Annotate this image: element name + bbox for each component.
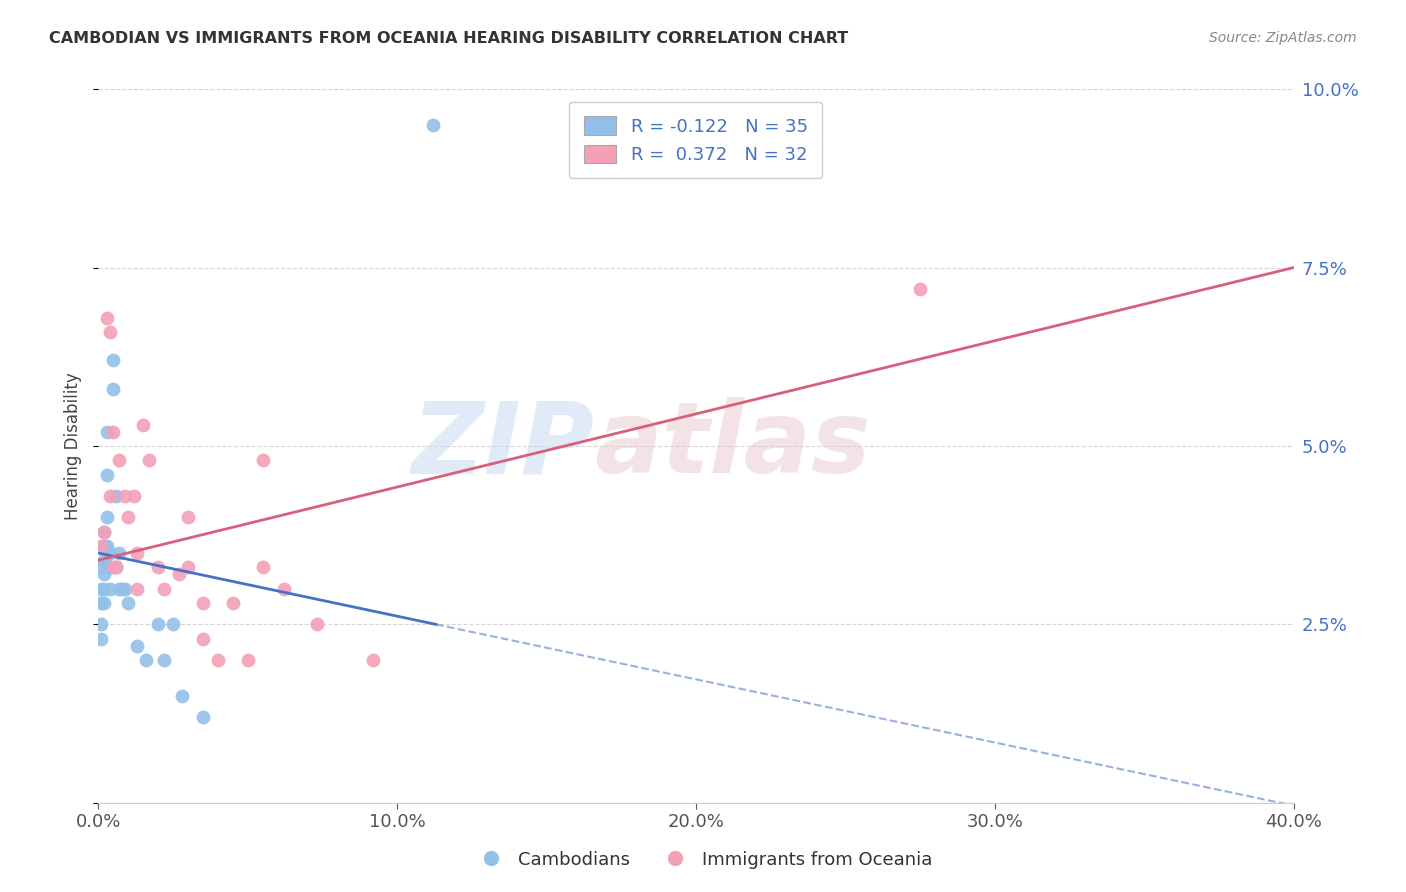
Point	[132, 417, 155, 432]
Point	[93, 553, 115, 567]
Point	[167, 567, 190, 582]
Point	[153, 582, 176, 596]
Point	[207, 653, 229, 667]
Point	[96, 539, 118, 553]
Point	[103, 425, 125, 439]
Point	[422, 118, 444, 132]
Point	[153, 653, 176, 667]
Point	[108, 546, 131, 560]
Point	[117, 510, 139, 524]
Point	[162, 617, 184, 632]
Point	[177, 510, 200, 524]
Point	[96, 467, 118, 482]
Point	[90, 632, 112, 646]
Text: CAMBODIAN VS IMMIGRANTS FROM OCEANIA HEARING DISABILITY CORRELATION CHART: CAMBODIAN VS IMMIGRANTS FROM OCEANIA HEA…	[49, 31, 848, 46]
Point	[127, 546, 149, 560]
Point	[90, 539, 112, 553]
Point	[114, 582, 136, 596]
Point	[114, 489, 136, 503]
Point	[98, 325, 122, 339]
Point	[305, 617, 328, 632]
Point	[124, 489, 146, 503]
Point	[96, 310, 118, 325]
Point	[98, 582, 122, 596]
Point	[117, 596, 139, 610]
Point	[105, 560, 128, 574]
Point	[236, 653, 259, 667]
Point	[191, 710, 214, 724]
Point	[191, 632, 214, 646]
Point	[96, 425, 118, 439]
Point	[908, 282, 931, 296]
Point	[127, 639, 149, 653]
Point	[148, 560, 170, 574]
Point	[363, 653, 385, 667]
Point	[103, 353, 125, 368]
Point	[93, 524, 115, 539]
Point	[90, 582, 112, 596]
Point	[252, 453, 274, 467]
Point	[177, 560, 200, 574]
Point	[148, 617, 170, 632]
Point	[98, 489, 122, 503]
Point	[96, 510, 118, 524]
Point	[103, 560, 125, 574]
Y-axis label: Hearing Disability: Hearing Disability	[65, 372, 83, 520]
Legend: Cambodians, Immigrants from Oceania: Cambodians, Immigrants from Oceania	[465, 844, 941, 876]
Point	[93, 524, 115, 539]
Point	[90, 617, 112, 632]
Point	[135, 653, 157, 667]
Point	[105, 560, 128, 574]
Point	[103, 382, 125, 396]
Point	[138, 453, 160, 467]
Point	[98, 560, 122, 574]
Point	[90, 560, 112, 574]
Point	[111, 582, 134, 596]
Point	[98, 546, 122, 560]
Point	[273, 582, 295, 596]
Point	[127, 582, 149, 596]
Point	[93, 596, 115, 610]
Point	[222, 596, 245, 610]
Point	[252, 560, 274, 574]
Point	[191, 596, 214, 610]
Point	[108, 453, 131, 467]
Point	[93, 539, 115, 553]
Text: Source: ZipAtlas.com: Source: ZipAtlas.com	[1209, 31, 1357, 45]
Point	[90, 596, 112, 610]
Point	[108, 582, 131, 596]
Point	[93, 567, 115, 582]
Text: atlas: atlas	[595, 398, 870, 494]
Point	[105, 489, 128, 503]
Point	[93, 582, 115, 596]
Text: ZIP: ZIP	[412, 398, 595, 494]
Legend: R = -0.122   N = 35, R =  0.372   N = 32: R = -0.122 N = 35, R = 0.372 N = 32	[569, 102, 823, 178]
Point	[172, 689, 194, 703]
